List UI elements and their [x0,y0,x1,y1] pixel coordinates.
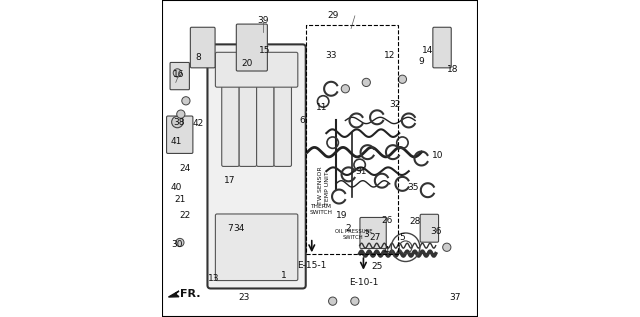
Circle shape [328,297,337,305]
Text: 19: 19 [336,211,348,220]
Text: 30: 30 [172,240,183,249]
Circle shape [173,69,182,77]
FancyBboxPatch shape [216,214,298,281]
Circle shape [443,243,451,251]
Text: E-15-1: E-15-1 [297,261,326,269]
Text: 21: 21 [175,195,186,204]
Polygon shape [168,291,179,297]
Text: 17: 17 [224,176,236,185]
Text: 7: 7 [227,224,232,233]
Text: 16: 16 [173,70,185,79]
Text: 31: 31 [355,167,366,176]
Circle shape [341,85,349,93]
Text: FR.: FR. [180,289,200,299]
Text: OIL PRESSURE
SWITCH: OIL PRESSURE SWITCH [335,229,372,240]
Text: 35: 35 [408,183,419,191]
FancyBboxPatch shape [207,44,306,288]
Circle shape [362,78,371,87]
FancyBboxPatch shape [170,62,189,90]
Text: 18: 18 [447,65,459,74]
FancyBboxPatch shape [274,74,291,166]
Circle shape [398,75,406,83]
Circle shape [177,110,185,118]
Text: 42: 42 [193,119,204,128]
Text: 6: 6 [300,116,305,125]
Text: 27: 27 [370,233,381,242]
FancyBboxPatch shape [236,24,268,71]
Text: 1: 1 [281,271,287,280]
FancyBboxPatch shape [257,74,274,166]
Text: 13: 13 [208,275,220,283]
Text: 28: 28 [410,217,420,226]
FancyBboxPatch shape [360,217,387,249]
Text: E-10-1: E-10-1 [349,278,378,287]
Circle shape [176,238,184,247]
Text: 8: 8 [195,53,201,61]
Text: 10: 10 [431,151,443,160]
Text: 41: 41 [170,137,182,146]
Text: TEMP UNIT: TEMP UNIT [325,172,330,205]
FancyBboxPatch shape [190,27,215,68]
FancyBboxPatch shape [166,116,193,153]
Text: 40: 40 [170,183,182,191]
FancyBboxPatch shape [239,74,257,166]
Text: 4: 4 [384,246,389,255]
Circle shape [172,116,183,128]
FancyBboxPatch shape [420,214,438,242]
Text: 24: 24 [180,164,191,172]
Text: 3: 3 [363,230,369,239]
Text: 38: 38 [173,118,185,126]
Text: 34: 34 [234,224,245,233]
Text: 14: 14 [422,46,433,55]
Text: 2: 2 [346,224,351,233]
FancyBboxPatch shape [221,74,239,166]
Text: TW SENSOR: TW SENSOR [318,167,323,204]
Text: 36: 36 [430,227,442,236]
Text: 20: 20 [241,59,253,68]
Text: 23: 23 [238,294,250,302]
Text: 39: 39 [257,16,269,25]
Text: 26: 26 [381,216,392,225]
Circle shape [182,97,190,105]
Text: 22: 22 [180,211,191,220]
FancyBboxPatch shape [433,27,451,68]
Text: 5: 5 [399,233,405,242]
Text: 33: 33 [325,51,337,60]
FancyBboxPatch shape [216,52,298,87]
Text: 15: 15 [259,46,270,55]
Text: 37: 37 [449,294,460,302]
Circle shape [351,297,359,305]
Text: 25: 25 [371,262,383,271]
Text: 29: 29 [327,11,339,20]
Text: 9: 9 [419,57,424,66]
Text: 12: 12 [384,51,396,60]
Bar [306,25,397,254]
Text: 32: 32 [389,100,400,109]
Text: THERM
SWITCH: THERM SWITCH [310,204,332,215]
Text: 11: 11 [316,103,327,112]
